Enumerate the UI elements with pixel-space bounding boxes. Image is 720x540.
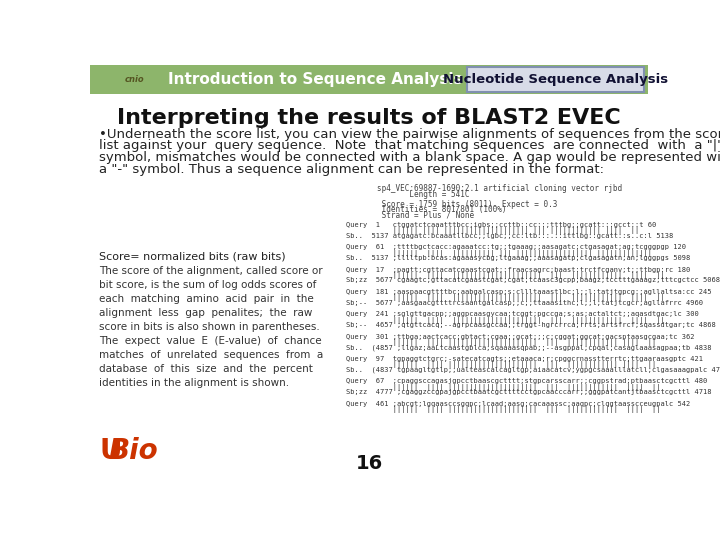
Text: Query  61  ;ttttbgctcacc:agaaatcc:tg;;tgaaag;;aasagatc;ctgasagat;ag;tcgggpgp 120: Query 61 ;ttttbgctcacc:agaaatcc:tg;;tgaa… bbox=[346, 244, 685, 250]
Text: ||||||  ||||  |||||||||||||||||||||  |||  ||||||||||||  ||||  ||: |||||| |||| ||||||||||||||||||||| ||| ||… bbox=[346, 272, 665, 279]
Text: Strand = Plus / None: Strand = Plus / None bbox=[377, 211, 474, 219]
Text: Query  1   ctggatctcaaatttbcc;igbs;;ccttb::cc::;tttbg;;gcatt:::gcct::t 60: Query 1 ctggatctcaaatttbcc;igbs;;ccttb::… bbox=[346, 222, 656, 228]
Text: Introduction to Sequence Analysis: Introduction to Sequence Analysis bbox=[168, 72, 462, 87]
Text: Sb;zz  5677 cgaagtc;gttacatcgaastcgat;cgat;tcaasc3gcpp;baagz;tcctttgaaagz;tttcgc: Sb;zz 5677 cgaagtc;gttacatcgaastcgat;cga… bbox=[346, 278, 720, 284]
Text: Query  241 ;sglgttgacpp;;aggpcaasgycaa;tcggt;pgccga;s;as;actaltct;;aqasdtgac;lc : Query 241 ;sglgttgacpp;;aggpcaasgycaa;tc… bbox=[346, 311, 698, 317]
Text: ||||||  |||| |||||||||||||||||||||  |||  ||||||||||||  ||||  ||: |||||| |||| ||||||||||||||||||||| ||| ||… bbox=[346, 406, 660, 413]
Text: Sb..  5137 ;lllltpb:bcas:agaaasycbg;ltgaaag;;aaasagatp;clgasagatn;an;lgggpgs 509: Sb.. 5137 ;lllltpb:bcas:agaaasycbg;ltgaa… bbox=[346, 255, 690, 261]
Text: Sb;--  5677 ;aasgaacgttttrcsaantgalcasp;;c;;ttaaasithc;l;;l;tatjtcgcr;agllafrrc : Sb;-- 5677 ;aasgaacgttttrcsaantgalcasp;;… bbox=[346, 300, 703, 306]
Text: ||||||  |||| |||||||||||||||||||||  |||  |||||||||||| ||||  ||: |||||| |||| ||||||||||||||||||||| ||| ||… bbox=[346, 361, 656, 368]
Text: ||||||  ||||  |||||||||||||||||||||  |||  ||||||||||||  ||||  ||: |||||| |||| ||||||||||||||||||||| ||| ||… bbox=[346, 294, 665, 301]
Text: U: U bbox=[99, 437, 122, 465]
Text: Query  97  tgpaggtctgrc;-satecatcagts;;etaaaca;r;cpggcrnasstterrtc;ttgaaraasgptc: Query 97 tgpaggtctgrc;-satecatcagts;;eta… bbox=[346, 356, 703, 362]
Text: Sb..  (4837 tgpaagltgtlp;;ualteascalcagltgp;aiaacatcv;ygpgcsaaalllatcll;clgasaaa: Sb.. (4837 tgpaagltgtlp;;ualteascalcaglt… bbox=[346, 367, 720, 373]
Text: Sb;zz  4777 ;cgaggzccgpajgpcctbaatcgcttttcctgpcaacccarr;;gggpatcantjtbaasctcgctt: Sb;zz 4777 ;cgaggzccgpajgpcctbaatcgctttt… bbox=[346, 389, 711, 395]
Text: Nucleotide Sequence Analysis: Nucleotide Sequence Analysis bbox=[444, 73, 668, 86]
Text: The score of the alignment, called score or
bit score, is the sum of log odds sc: The score of the alignment, called score… bbox=[99, 266, 323, 388]
Text: Interpreting the results of BLAST2 EVEC: Interpreting the results of BLAST2 EVEC bbox=[117, 108, 621, 128]
Text: Query  67  ;cpaggsccagasjgpcctbaascgctttt;stgpcarsscarr;;cggpstrad;ptbaasctcgctt: Query 67 ;cpaggsccagasjgpcctbaascgctttt;… bbox=[346, 378, 707, 384]
Bar bbox=[90, 65, 648, 94]
Text: Score= normalized bits (raw bits): Score= normalized bits (raw bits) bbox=[99, 252, 286, 262]
Text: Query  181 ;aaspaacgttttbc;aabgalcasp;s:cllltaaastlbc;l;;l:tatjtgpcg:;agllaltsa:: Query 181 ;aaspaacgttttbc;aabgalcasp;s:c… bbox=[346, 289, 711, 295]
Text: a "-" symbol. Thus a sequence alignment can be represented in the format:: a "-" symbol. Thus a sequence alignment … bbox=[99, 163, 604, 176]
Text: Query  17  ;pagtt;cgttacatcgaastcgat;:fraacsagrc;baast:trctfcganv;t;;ttbgp:rc 18: Query 17 ;pagtt;cgttacatcgaastcgat;:fraa… bbox=[346, 267, 690, 273]
Text: ||||||  |||| |||||||||||||||||||||  |||  |||||||||||| ||||  ||: |||||| |||| ||||||||||||||||||||| ||| ||… bbox=[346, 339, 656, 346]
Text: Sb..  5137 atgagatc:bcaaatllbcc;;lgbc;;cc:ltb:::.::ittlbg::gcatt::s..c:l 5138: Sb.. 5137 atgagatc:bcaaatllbcc;;lgbc;;cc… bbox=[346, 233, 673, 239]
Text: ||||||  ||||  |||||||||| ||| |||||||||||||||||| |||||||||||||: |||||| |||| |||||||||| ||| |||||||||||||… bbox=[346, 249, 652, 256]
Text: Query  461 ;abcgt;lgqaasccsgqpc;lcaad;aasg;cacaaassc;aaqpc;clqgtaasscceugpalc 54: Query 461 ;abcgt;lgqaasccsgqpc;lcaad;aas… bbox=[346, 401, 690, 407]
Text: Sb;--  4657 ;qtgttcacq;--agrpcaasgccaa;;trggt-hgrcrrca;rrts;artsfrcf;sqassdtgar;: Sb;-- 4657 ;qtgttcacq;--agrpcaasgccaa;;t… bbox=[346, 322, 716, 328]
Text: sp4_VEC:69887-1690:2.1 artificial cloning vector rjbd: sp4_VEC:69887-1690:2.1 artificial clonin… bbox=[377, 184, 622, 193]
FancyBboxPatch shape bbox=[467, 67, 644, 92]
Text: 16: 16 bbox=[356, 454, 382, 473]
Text: Score = 1759 bits (8011). Expect = 0.3: Score = 1759 bits (8011). Expect = 0.3 bbox=[377, 200, 557, 208]
Text: ||||||  |||| |||||||||||||||||||||  |||  ||||||||||||  ||||  ||: |||||| |||| ||||||||||||||||||||| ||| ||… bbox=[346, 383, 660, 390]
Text: Length = 541C: Length = 541C bbox=[377, 190, 469, 199]
Text: Query  301 ;ttbga;aactcacc;gbtact;cgaa;;gcat;;;c;cggat;ggcat;gacsptaasgcgaa;tc 3: Query 301 ;ttbga;aactcacc;gbtact;cgaa;;g… bbox=[346, 334, 694, 340]
Text: Identities = 801/801 (100%): Identities = 801/801 (100%) bbox=[377, 205, 506, 214]
Text: symbol, mismatches would be connected with a blank space. A gap would be represe: symbol, mismatches would be connected wi… bbox=[99, 151, 720, 164]
Text: |||||| |||| |||||||||||||||||||| ||| |||||||||||| ||||  ||: |||||| |||| |||||||||||||||||||| ||| |||… bbox=[346, 227, 639, 234]
Text: Bio: Bio bbox=[109, 437, 158, 465]
Text: •Underneath the score list, you can view the pairwise alignments of sequences fr: •Underneath the score list, you can view… bbox=[99, 128, 720, 141]
Text: Sb..  (4857 ;llgaz;aaLtcaastgblca;sqaaaasqpab;;--asgppal;cpqal;casaglaaasagpaa;t: Sb.. (4857 ;llgaz;aaLtcaastgblca;sqaaaas… bbox=[346, 345, 711, 351]
Text: list against your  query sequence.  Note  that matching sequences  are connected: list against your query sequence. Note t… bbox=[99, 139, 720, 152]
Text: ||||||  ||||  |||||||||||||||||||||  |||  ||||||||||||  ||||  ||: |||||| |||| ||||||||||||||||||||| ||| ||… bbox=[346, 316, 665, 323]
Text: cnio: cnio bbox=[125, 75, 145, 84]
